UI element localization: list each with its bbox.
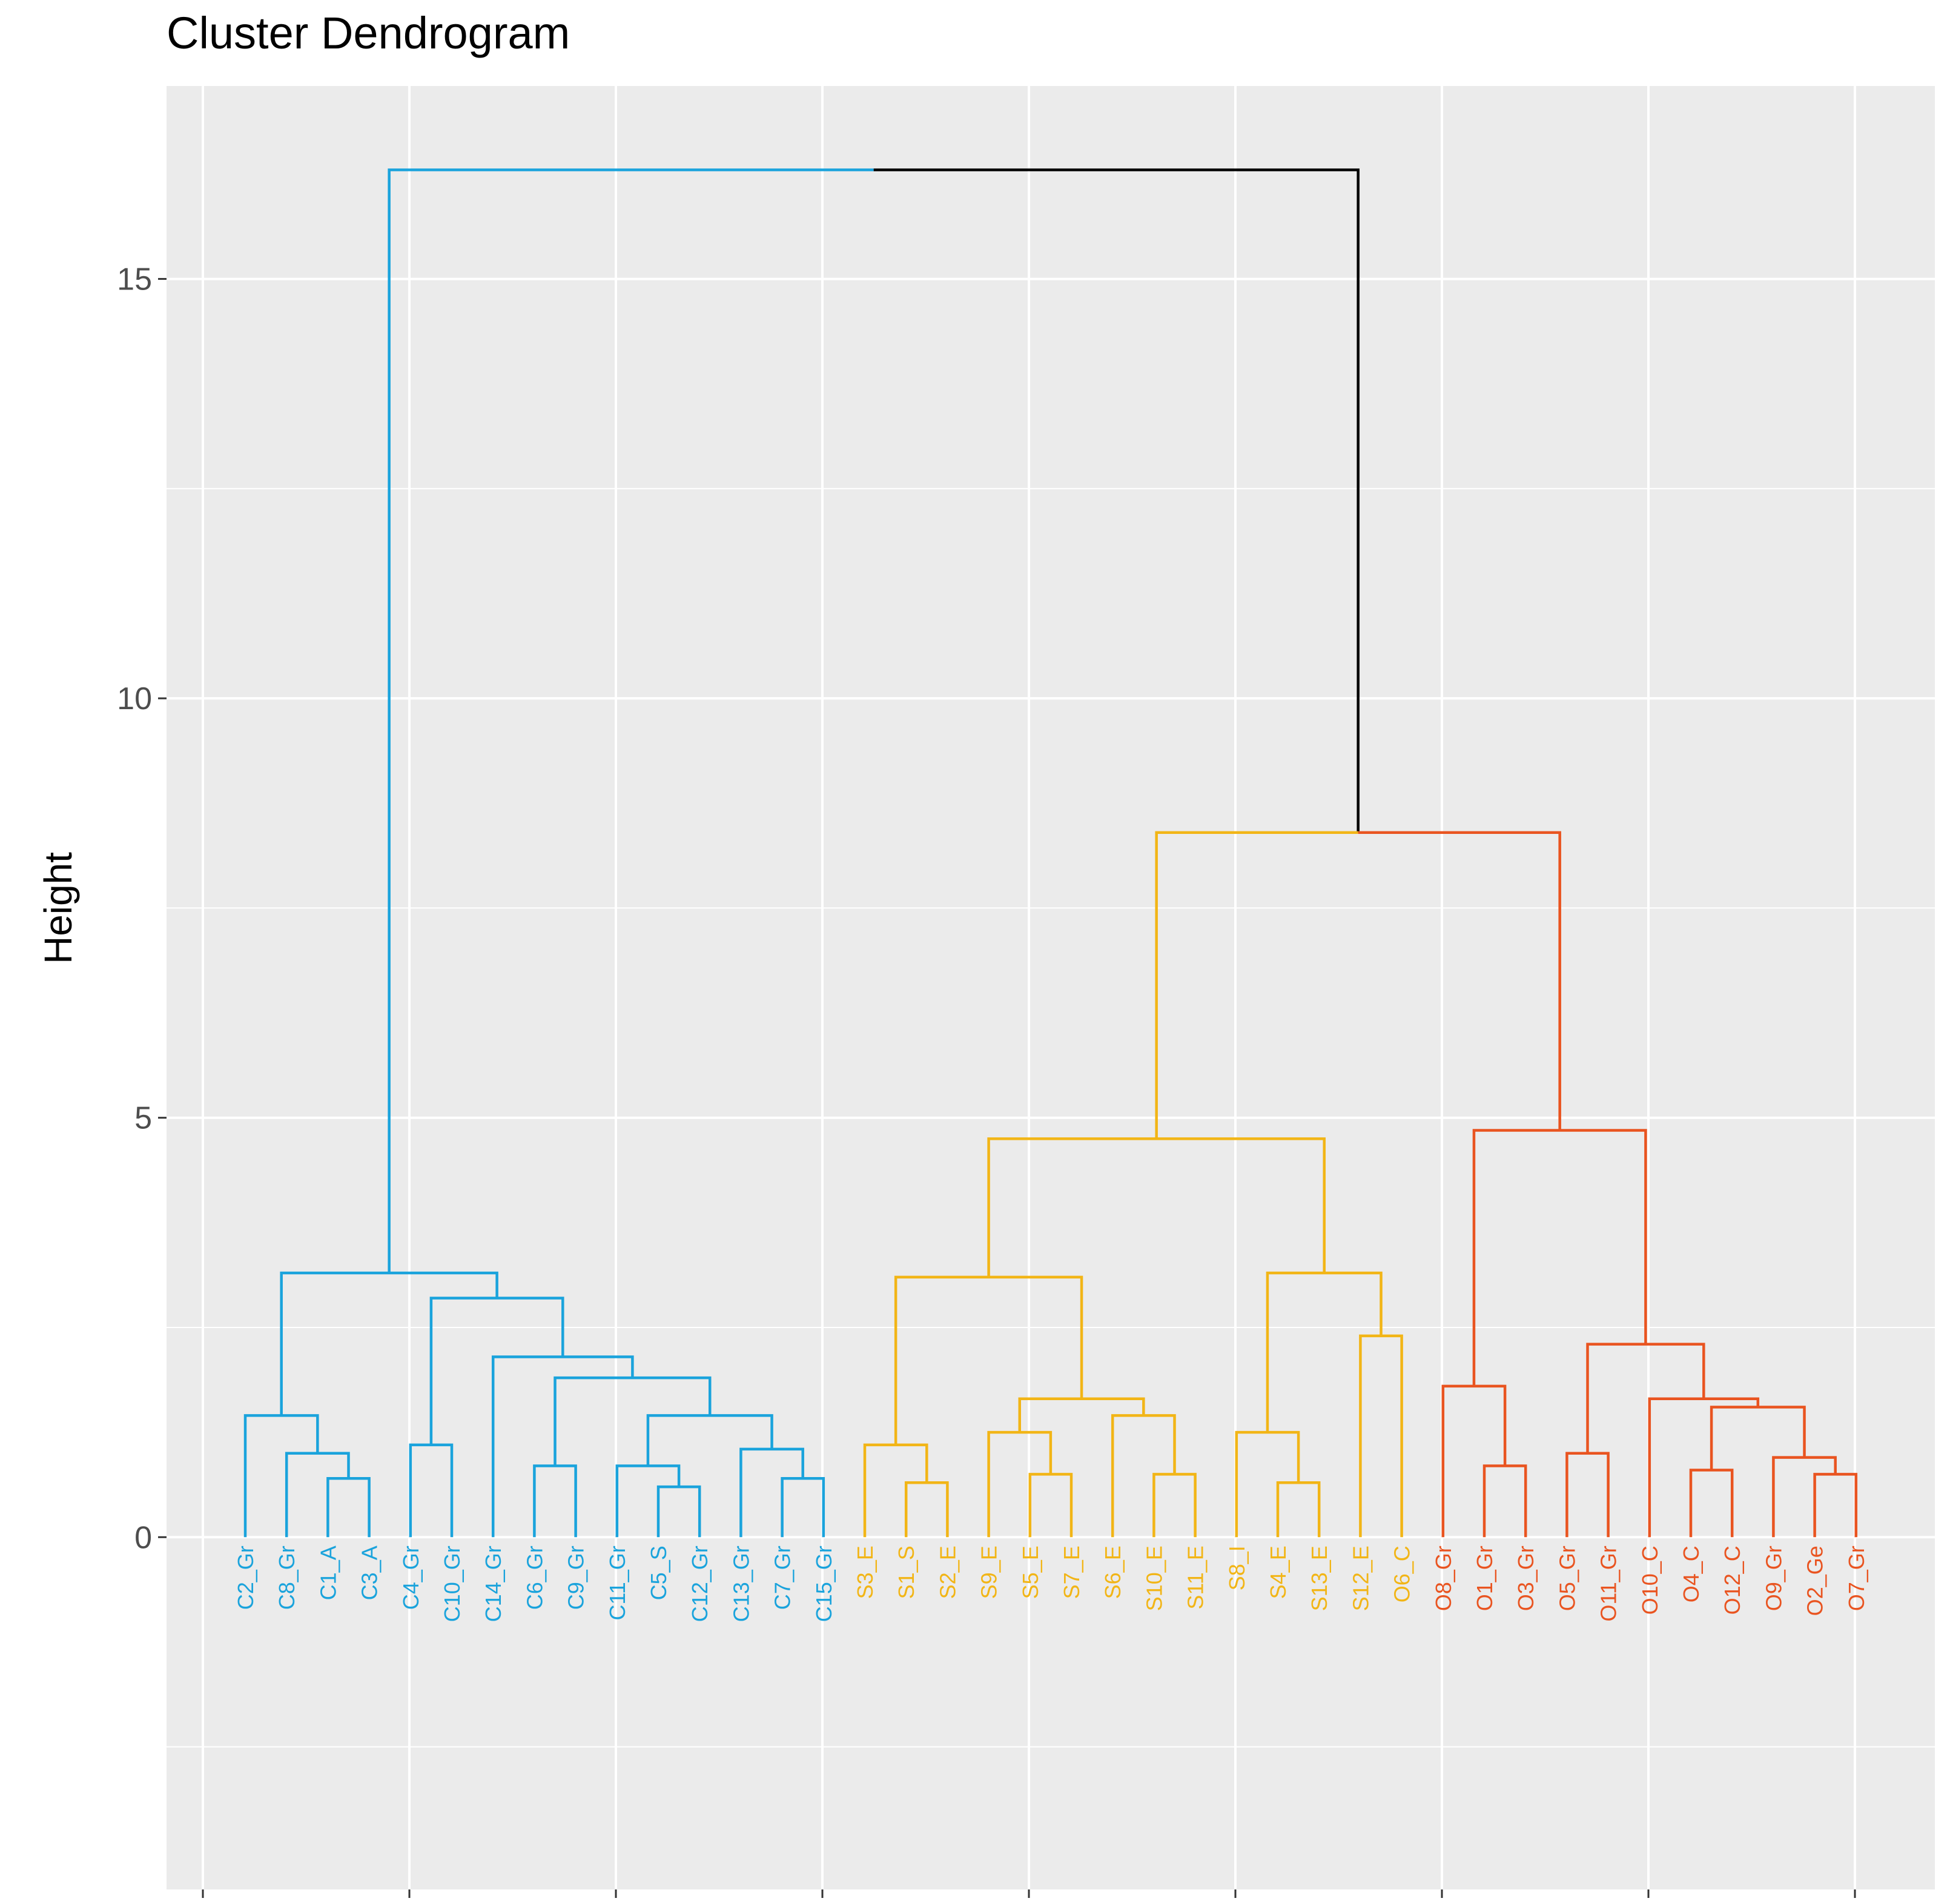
leaf-label-C9_Gr: C9_Gr (564, 1545, 589, 1610)
dendrogram-branch-23 (1266, 1271, 1383, 1433)
dendrogram-branch-14 (987, 1137, 1326, 1277)
dendrogram-branch-15 (894, 1275, 1083, 1445)
leaf-label-S8_I: S8_I (1225, 1545, 1249, 1590)
dendrogram-branch-16 (863, 1443, 928, 1538)
dendrogram-branch-12 (739, 1447, 804, 1538)
leaf-label-O10_C: O10_C (1638, 1545, 1662, 1615)
leaf-label-C3_A: C3_A (357, 1545, 382, 1600)
dendrogram-branch-22 (1152, 1473, 1197, 1538)
dendrogram-branch-28 (1441, 1384, 1507, 1538)
y-axis-title: Height (36, 852, 80, 964)
dendrogram-branch-5 (409, 1443, 454, 1538)
dendrogram-branch-24 (1235, 1430, 1300, 1538)
leaf-label-S7_E: S7_E (1059, 1545, 1084, 1599)
y-tick-label: 5 (134, 1101, 152, 1136)
leaf-label-O6_C: O6_C (1390, 1545, 1415, 1602)
y-tick-label: 10 (117, 681, 152, 716)
leaf-label-S3_E: S3_E (853, 1545, 878, 1599)
dendrogram-branch-2 (285, 1452, 350, 1538)
dendrogram-branch-4 (429, 1297, 564, 1445)
dendrogram-branch-18 (1018, 1397, 1145, 1433)
plot-panel (167, 86, 1935, 1889)
dendrogram-branch-33 (1710, 1406, 1806, 1470)
dendrogram-branch-17 (904, 1481, 949, 1538)
leaf-label-S11_E: S11_E (1183, 1545, 1208, 1609)
dendrogram-branch-19 (987, 1430, 1053, 1538)
so-branch-right (1358, 831, 1561, 1131)
leaf-label-S10_E: S10_E (1142, 1545, 1166, 1611)
dendrogram-branch-31 (1565, 1452, 1610, 1538)
leaf-label-O11_Gr: O11_Gr (1596, 1545, 1621, 1621)
leaf-label-C15_Gr: C15_Gr (811, 1545, 836, 1622)
leaf-label-S9_E: S9_E (977, 1545, 1002, 1599)
leaf-label-O7_Gr: O7_Gr (1844, 1545, 1869, 1611)
x-axis (202, 1889, 1856, 1898)
dendrogram-branch-26 (1359, 1334, 1403, 1538)
leaf-label-C4_Gr: C4_Gr (398, 1545, 423, 1610)
dendrogram-branch-9 (646, 1414, 773, 1466)
root-branch-right (873, 168, 1360, 833)
grid-lines (167, 86, 1935, 1889)
leaf-label-O12_C: O12_C (1720, 1545, 1745, 1615)
leaf-label-C14_Gr: C14_Gr (481, 1545, 506, 1622)
leaf-label-O4_C: O4_C (1679, 1545, 1704, 1602)
leaf-label-O9_Gr: O9_Gr (1761, 1545, 1786, 1611)
leaf-label-S4_E: S4_E (1266, 1545, 1291, 1599)
chart-title: Cluster Dendrogram (167, 8, 570, 58)
leaf-label-C13_Gr: C13_Gr (729, 1545, 753, 1622)
y-tick-label: 0 (134, 1520, 152, 1555)
leaf-label-O8_Gr: O8_Gr (1431, 1545, 1456, 1611)
leaf-label-C12_Gr: C12_Gr (687, 1545, 712, 1622)
dendrogram-branch-21 (1111, 1414, 1176, 1538)
leaf-label-C5_S: C5_S (646, 1545, 671, 1600)
leaf-label-S13_E: S13_E (1307, 1545, 1332, 1611)
dendrogram-branch-25 (1276, 1481, 1321, 1538)
dendrogram-branch-27 (1472, 1129, 1647, 1386)
dendrogram-branch-36 (1813, 1473, 1858, 1538)
dendrogram-branches (243, 168, 1858, 1538)
leaf-label-C8_Gr: C8_Gr (274, 1545, 299, 1610)
dendrogram-branch-35 (1772, 1456, 1837, 1538)
dendrogram-branch-29 (1482, 1464, 1527, 1538)
dendrogram-branch-30 (1586, 1343, 1705, 1453)
leaf-label-O1_Gr: O1_Gr (1472, 1545, 1497, 1611)
y-axis: 0 5 10 15 (117, 262, 167, 1555)
leaf-label-C1_A: C1_A (316, 1545, 340, 1600)
dendrogram-branch-34 (1689, 1469, 1734, 1538)
dendrogram-branch-3 (326, 1477, 371, 1538)
dendrogram-branch-10 (615, 1464, 681, 1538)
leaf-label-S5_E: S5_E (1018, 1545, 1043, 1599)
dendrogram-branch-13 (781, 1477, 825, 1538)
dendrogram-branch-6 (491, 1355, 634, 1538)
dendrogram-branch-1 (243, 1414, 319, 1538)
so-branch-left (1155, 831, 1358, 1139)
dendrogram-branch-8 (533, 1464, 577, 1538)
leaf-label-S2_E: S2_E (935, 1545, 960, 1599)
leaf-label-C6_Gr: C6_Gr (522, 1545, 547, 1610)
leaf-label-C11_Gr: C11_Gr (605, 1545, 630, 1620)
dendrogram-branch-11 (656, 1485, 701, 1538)
dendrogram-branch-7 (554, 1376, 712, 1466)
leaf-label-O3_Gr: O3_Gr (1513, 1545, 1538, 1611)
leaf-label-C10_Gr: C10_Gr (440, 1545, 464, 1622)
leaf-label-C2_Gr: C2_Gr (233, 1545, 258, 1610)
dendrogram-branch-32 (1648, 1397, 1760, 1538)
leaf-labels: C2_Gr C8_Gr C1_A C3_A C4_Gr C10_Gr C14_Gr C6_Gr… (233, 1545, 1869, 1622)
leaf-label-O5_Gr: O5_Gr (1555, 1545, 1579, 1611)
leaf-label-O2_Ge: O2_Ge (1803, 1545, 1828, 1616)
dendrogram-branch-0 (280, 1271, 498, 1416)
leaf-label-S1_S: S1_S (894, 1545, 919, 1599)
leaf-label-C7_Gr: C7_Gr (770, 1545, 795, 1610)
y-tick-label: 15 (117, 262, 152, 297)
dendrogram-branch-20 (1028, 1473, 1073, 1538)
leaf-label-S6_E: S6_E (1100, 1545, 1125, 1599)
root-branch-left (388, 168, 874, 1273)
leaf-label-S12_E: S12_E (1348, 1545, 1373, 1611)
